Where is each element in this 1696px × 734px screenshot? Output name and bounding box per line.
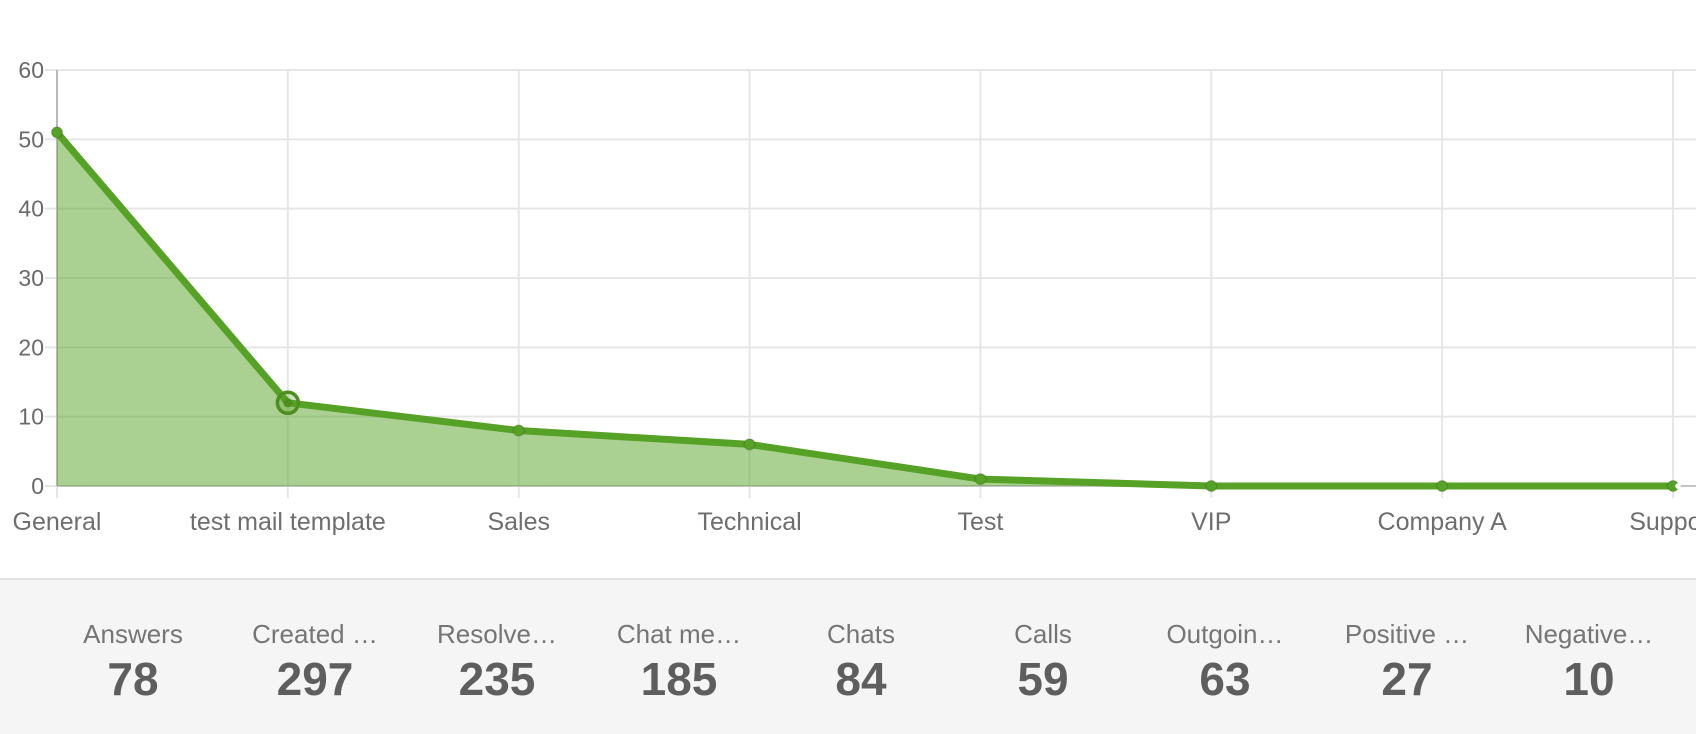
y-axis-label: 30: [18, 265, 44, 291]
x-axis-label: Technical: [697, 508, 801, 536]
stat-value: 10: [1563, 653, 1615, 705]
x-axis-label: Test: [957, 508, 1003, 536]
stat-label: Negative…: [1524, 619, 1654, 649]
y-axis-label: 0: [31, 473, 44, 499]
answers-area-chart: 0 10 20 30 40 50 60 General test mail template Sa…: [0, 0, 1696, 578]
stat-item[interactable]: Resolve… 235: [406, 618, 588, 734]
stat-value: 27: [1381, 653, 1433, 705]
y-axis-label: 20: [18, 334, 44, 360]
x-axis-label: Company A: [1378, 508, 1508, 536]
data-point[interactable]: [743, 438, 756, 451]
highlighted-point[interactable]: [283, 398, 293, 408]
data-point[interactable]: [512, 424, 525, 437]
x-axis-label: Support: [1629, 508, 1696, 536]
x-axis-label: test mail template: [190, 508, 386, 536]
stat-item[interactable]: Answers 78: [42, 618, 224, 734]
data-point[interactable]: [974, 472, 987, 486]
stat-item[interactable]: Created … 297: [224, 618, 406, 734]
stat-value: 78: [107, 653, 159, 705]
stat-label: Resolve…: [437, 619, 557, 649]
stat-item[interactable]: Chat me… 185: [588, 618, 770, 734]
stat-label: Created …: [252, 619, 378, 649]
stats-summary-bar: Answers 78 Created … 297 Resolve… 235 Chat me……: [0, 578, 1696, 734]
stat-label: Positive …: [1344, 619, 1470, 649]
stat-value: 297: [276, 653, 354, 705]
data-point[interactable]: [1435, 479, 1449, 493]
trend-line: [53, 128, 1677, 490]
stat-value: 59: [1017, 653, 1069, 705]
stat-label: Chats: [827, 619, 895, 649]
stat-label: Outgoin…: [1166, 619, 1284, 649]
data-point[interactable]: [50, 126, 64, 139]
stat-item[interactable]: Outgoin… 63: [1134, 618, 1316, 734]
stat-item[interactable]: Calls 59: [952, 618, 1134, 734]
stat-item[interactable]: Positive … 27: [1316, 618, 1498, 734]
stat-label: Calls: [1014, 619, 1072, 649]
stat-item[interactable]: Chats 84: [770, 618, 952, 734]
stat-label: Chat me…: [616, 619, 742, 649]
x-axis-label: Sales: [487, 508, 550, 536]
area-fill: [57, 132, 1673, 486]
x-axis-label: VIP: [1191, 508, 1231, 536]
y-axis-label: 40: [18, 196, 44, 222]
stat-value: 84: [835, 653, 887, 705]
data-point[interactable]: [1205, 479, 1218, 493]
x-axis-label: General: [13, 508, 102, 536]
y-axis-label: 50: [18, 126, 44, 152]
y-axis-label: 10: [18, 404, 44, 430]
stat-value: 63: [1199, 653, 1251, 705]
endpoint-highlight: [1675, 483, 1681, 489]
stat-value: 185: [640, 653, 718, 705]
chart-canvas[interactable]: 0 10 20 30 40 50 60 General test mail template Sa…: [0, 0, 1696, 578]
y-axis-label: 60: [18, 57, 44, 83]
stat-item[interactable]: Negative… 10: [1498, 618, 1680, 734]
stat-value: 235: [458, 653, 536, 705]
stat-label: Answers: [83, 619, 183, 649]
